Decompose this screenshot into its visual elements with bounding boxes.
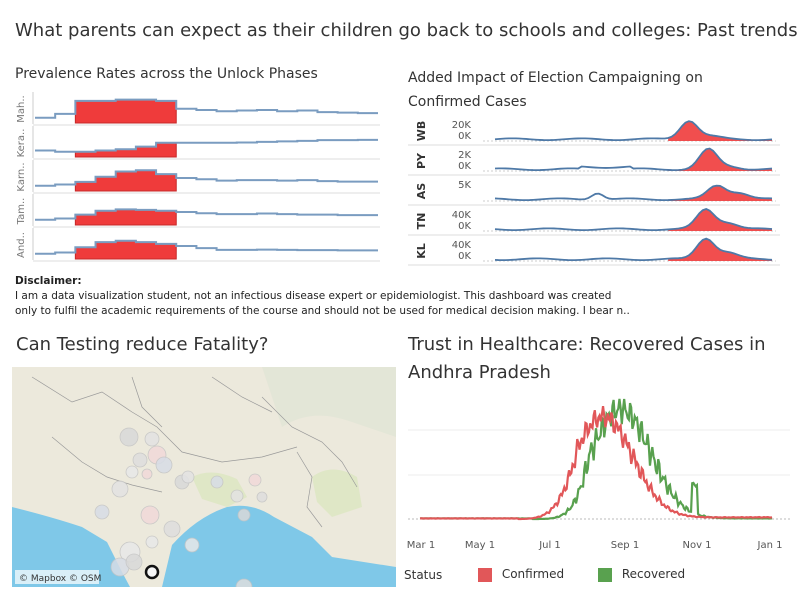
state-bubble[interactable] (141, 468, 153, 480)
trust-title: Trust in Healthcare: Recovered Cases in … (408, 334, 766, 383)
state-bubble[interactable] (210, 475, 224, 489)
state-bubble[interactable] (230, 489, 244, 503)
state-bubble[interactable] (145, 535, 159, 549)
dashboard-title: What parents can expect as their childre… (15, 20, 798, 41)
election-tick-label: 0K (458, 131, 471, 142)
prevalence-state-label: Kera.. (16, 129, 27, 158)
state-bubble[interactable] (235, 578, 253, 587)
state-bubble[interactable] (181, 470, 195, 484)
election-line[interactable] (494, 120, 773, 142)
election-red-area[interactable] (668, 121, 772, 141)
map-borders (31, 376, 358, 528)
election-state-label: KL (415, 243, 428, 259)
election-state-label: PY (415, 152, 428, 169)
legend-label-confirmed: Confirmed (501, 567, 565, 581)
prevalence-red-area[interactable] (74, 208, 177, 226)
arabian-sea (12, 507, 130, 587)
trust-x-tick: Sep 1 (611, 540, 639, 551)
state-bubble[interactable] (248, 473, 262, 487)
testing-title: Can Testing reduce Fatality? (16, 334, 269, 355)
election-tick-label: 0K (458, 251, 471, 262)
election-tick-label: 40K (452, 210, 472, 221)
election-line[interactable] (494, 207, 773, 232)
election-tick-label: 0K (458, 221, 471, 232)
map-region-north (262, 367, 396, 437)
prevalence-red-area[interactable] (74, 99, 177, 124)
legend-recovered[interactable]: Recovered (598, 567, 685, 582)
trust-x-tick: May 1 (465, 540, 495, 551)
disclaimer: Disclaimer: I am a data visualization st… (15, 274, 715, 319)
trust-x-tick: Nov 1 (682, 540, 711, 551)
election-red-area[interactable] (668, 185, 772, 201)
legend-label-recovered: Recovered (621, 567, 686, 581)
fatality-map[interactable]: © Mapbox © OSM (12, 367, 396, 587)
election-title: Added Impact of Election Campaigning on … (408, 70, 703, 110)
prevalence-line[interactable] (35, 138, 378, 153)
election-line[interactable] (494, 147, 773, 172)
confirmed-series-line[interactable] (419, 406, 773, 521)
state-bubble[interactable] (94, 504, 110, 520)
state-bubble[interactable] (184, 537, 200, 553)
state-bubble[interactable] (111, 480, 129, 498)
state-bubble[interactable] (155, 456, 173, 474)
state-bubble[interactable] (237, 508, 251, 522)
election-line[interactable] (494, 184, 773, 202)
election-tick-label: 5K (458, 180, 471, 191)
legend-swatch-recovered (598, 567, 612, 582)
election-tick-label: 20K (452, 120, 472, 131)
prevalence-line[interactable] (35, 239, 378, 255)
state-bubble[interactable] (163, 520, 181, 538)
prevalence-line[interactable] (35, 208, 378, 221)
disclaimer-line-2: only to fulfil the academic requirements… (15, 305, 630, 317)
trust-chart[interactable]: Mar 1 May 1 Jul 1 Sep 1 Nov 1 Jan 1 (400, 395, 795, 555)
prevalence-line[interactable] (35, 169, 378, 187)
prevalence-title: Prevalence Rates across the Unlock Phase… (15, 66, 318, 82)
selected-state-marker[interactable] (144, 564, 160, 580)
bay-of-bengal (162, 505, 396, 587)
election-red-area[interactable] (668, 208, 772, 231)
election-state-label: WB (415, 121, 428, 142)
prevalence-chart[interactable]: Mah.. Kera.. Karn.. Tam.. And.. (0, 88, 395, 268)
trust-x-tick: Mar 1 (407, 540, 435, 551)
election-tick-label: 0K (458, 161, 471, 172)
trust-x-tick: Jul 1 (538, 540, 561, 551)
state-bubble[interactable] (140, 505, 160, 525)
prevalence-state-label: Karn.. (16, 162, 27, 191)
prevalence-line[interactable] (35, 98, 378, 119)
election-tick-label: 2K (458, 150, 471, 161)
legend-title: Status (404, 568, 443, 582)
map-attribution-bg (15, 570, 99, 584)
disclaimer-line-1: I am a data visualization student, not a… (15, 290, 612, 302)
state-bubble[interactable] (256, 491, 268, 503)
election-state-label: TN (415, 213, 428, 230)
state-bubble[interactable] (119, 427, 139, 447)
prevalence-state-label: Tam.. (16, 198, 27, 226)
state-bubble[interactable] (125, 553, 143, 571)
legend-swatch-confirmed (478, 567, 492, 582)
map-attribution[interactable]: © Mapbox © OSM (19, 574, 101, 584)
state-bubble[interactable] (144, 431, 160, 447)
map-forest (312, 469, 362, 517)
election-tick-label: 40K (452, 240, 472, 251)
election-line[interactable] (494, 237, 773, 262)
disclaimer-heading: Disclaimer: (15, 275, 82, 287)
election-state-label: AS (415, 183, 428, 200)
trust-x-tick: Jan 1 (757, 540, 783, 551)
prevalence-state-label: And.. (16, 232, 27, 258)
state-bubble[interactable] (125, 465, 139, 479)
legend-confirmed[interactable]: Confirmed (478, 567, 564, 582)
state-bubble[interactable] (132, 452, 148, 468)
prevalence-state-label: Mah.. (16, 95, 27, 122)
